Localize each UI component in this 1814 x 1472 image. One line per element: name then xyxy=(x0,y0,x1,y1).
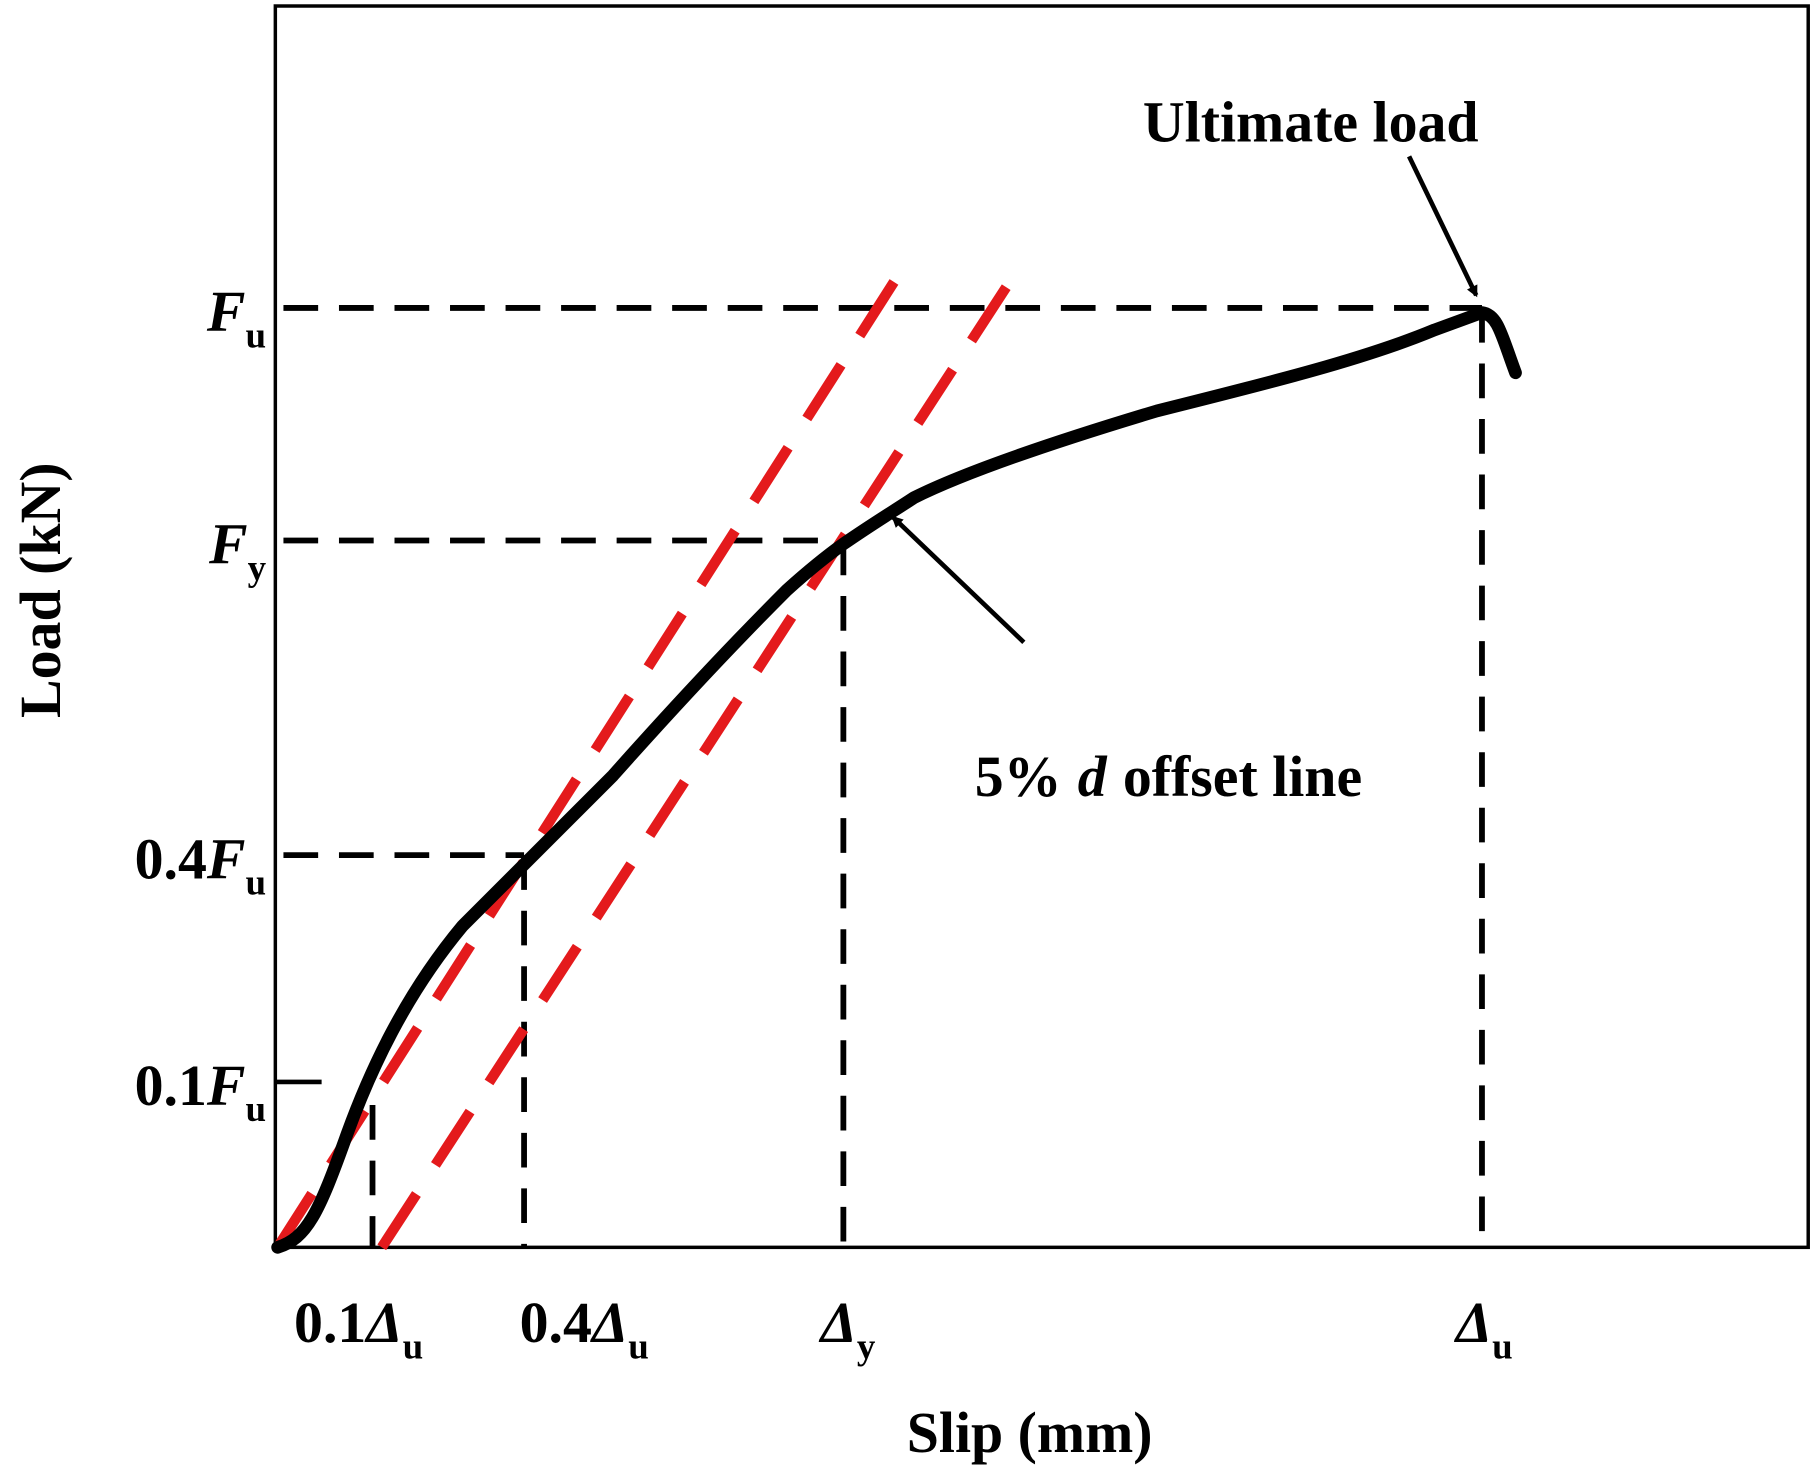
symbol: F xyxy=(206,279,246,344)
symbol: F xyxy=(208,512,248,577)
symbol: Δ xyxy=(364,1290,402,1355)
subscript: y xyxy=(248,548,267,589)
coefficient: 0.4 xyxy=(135,826,207,891)
subscript: y xyxy=(857,1326,876,1367)
offset-arrow xyxy=(891,515,1026,644)
ultimate-arrow xyxy=(1407,155,1479,298)
subscript: u xyxy=(403,1326,424,1367)
symbol: Δ xyxy=(590,1290,628,1355)
symbol: F xyxy=(206,1053,246,1118)
offset-prefix: 5% xyxy=(975,744,1062,809)
y-tick-label: Fy xyxy=(208,512,267,589)
offset-line xyxy=(377,275,1017,1251)
y-axis-label: Load (kN) xyxy=(8,462,73,717)
coefficient: 0.4 xyxy=(520,1290,592,1355)
subscript: u xyxy=(628,1326,649,1367)
subscript: u xyxy=(245,315,266,356)
symbol: Δ xyxy=(819,1290,857,1355)
offset-symbol: d xyxy=(1078,744,1108,809)
x-tick-label: Δy xyxy=(819,1290,876,1367)
y-tick-label: Fu xyxy=(206,279,266,356)
x-tick-label: 0.4Δu xyxy=(520,1290,649,1367)
load-slip-curve xyxy=(271,306,1522,1254)
plot-frame xyxy=(273,4,1810,1250)
offset-line-label: 5% d offset line xyxy=(975,744,1362,809)
initial-stiffness-line xyxy=(273,275,901,1251)
y-tick-label: 0.1Fu xyxy=(135,1053,266,1130)
x-axis-label: Slip (mm) xyxy=(907,1400,1153,1465)
subscript: u xyxy=(1492,1326,1513,1367)
y-tick-label: 0.4Fu xyxy=(135,826,266,903)
ultimate-load-label: Ultimate load xyxy=(1143,89,1479,154)
x-tick-label: 0.1Δu xyxy=(294,1290,423,1367)
x-tick-label: Δu xyxy=(1454,1290,1513,1367)
subscript: u xyxy=(245,862,266,903)
subscript: u xyxy=(245,1089,266,1130)
offset-suffix: offset line xyxy=(1123,744,1362,809)
symbol: Δ xyxy=(1454,1290,1492,1355)
coefficient: 0.1 xyxy=(294,1290,366,1355)
coefficient: 0.1 xyxy=(135,1053,207,1118)
symbol: F xyxy=(206,826,246,891)
